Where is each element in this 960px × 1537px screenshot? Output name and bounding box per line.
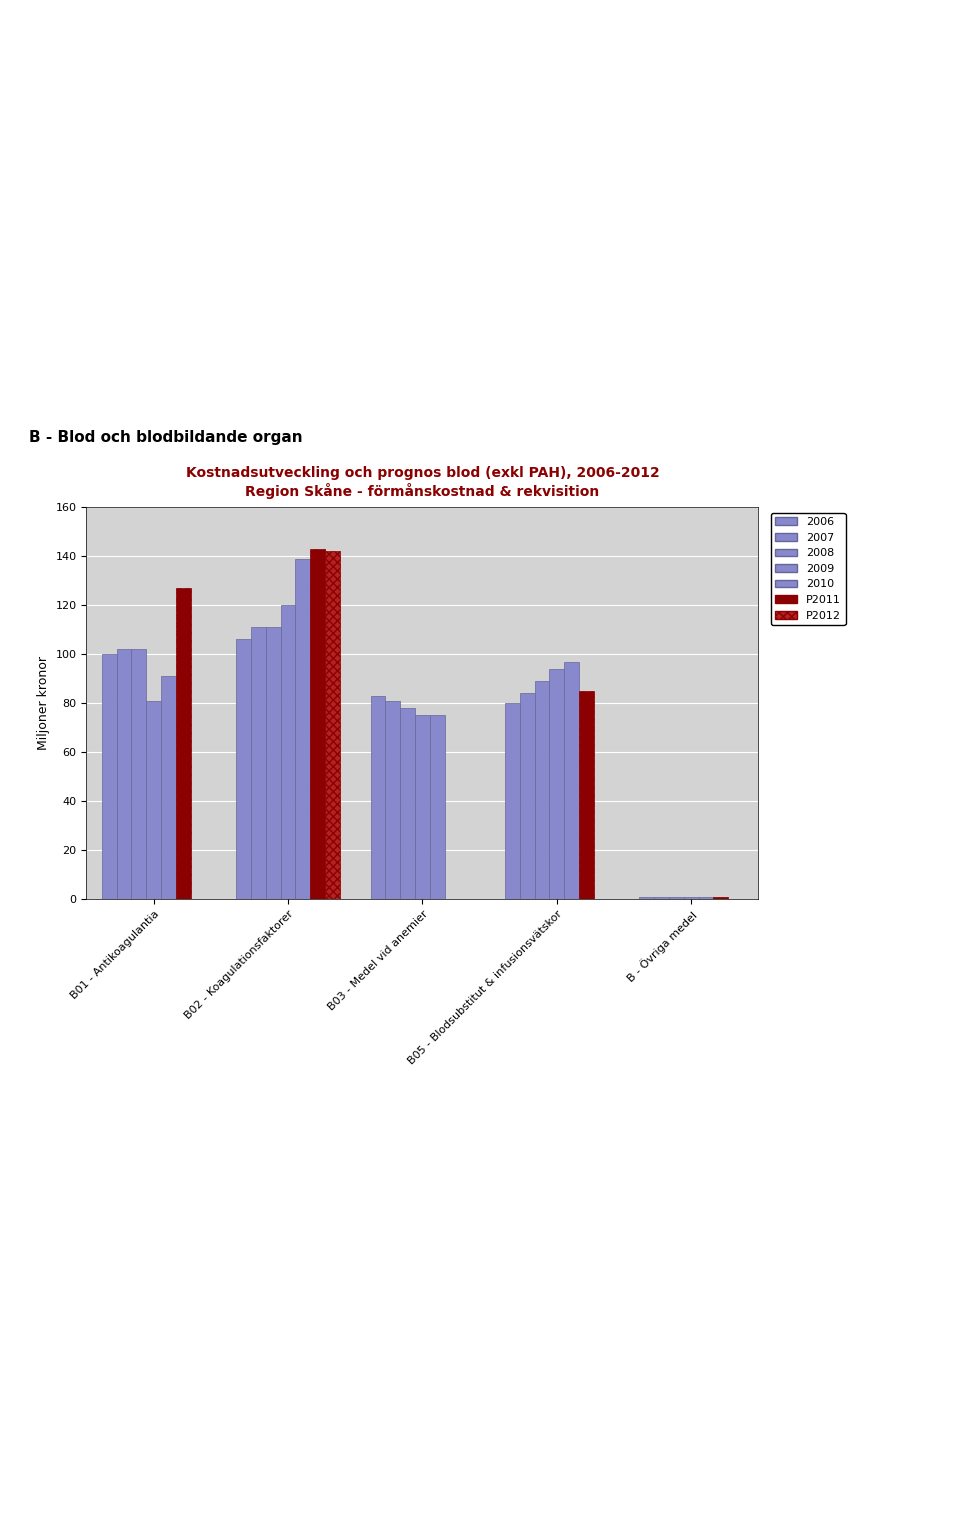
- Bar: [639, 896, 655, 899]
- Bar: [102, 655, 116, 899]
- Bar: [266, 627, 280, 899]
- Y-axis label: Miljoner kronor: Miljoner kronor: [37, 656, 50, 750]
- Bar: [146, 701, 161, 899]
- Bar: [535, 681, 549, 899]
- Bar: [116, 649, 132, 899]
- Title: Kostnadsutveckling och prognos blod (exkl PAH), 2006-2012
Region Skåne - förmåns: Kostnadsutveckling och prognos blod (exk…: [185, 467, 660, 500]
- Text: B - Blod och blodbildande organ: B - Blod och blodbildande organ: [29, 430, 302, 446]
- Bar: [655, 896, 669, 899]
- Bar: [549, 669, 564, 899]
- Bar: [713, 896, 728, 899]
- Bar: [310, 549, 324, 899]
- Bar: [386, 701, 400, 899]
- Bar: [252, 627, 266, 899]
- Bar: [236, 639, 252, 899]
- Bar: [564, 661, 579, 899]
- Bar: [400, 709, 415, 899]
- Bar: [505, 704, 520, 899]
- Bar: [669, 896, 684, 899]
- Bar: [519, 693, 535, 899]
- Bar: [176, 589, 190, 899]
- Bar: [579, 692, 593, 899]
- Legend: 2006, 2007, 2008, 2009, 2010, P2011, P2012: 2006, 2007, 2008, 2009, 2010, P2011, P20…: [771, 513, 846, 626]
- Bar: [280, 606, 296, 899]
- Bar: [296, 558, 310, 899]
- Bar: [684, 896, 699, 899]
- Bar: [161, 676, 176, 899]
- Bar: [132, 649, 146, 899]
- Bar: [371, 696, 385, 899]
- Bar: [324, 552, 340, 899]
- Bar: [430, 715, 444, 899]
- Bar: [699, 896, 713, 899]
- Bar: [415, 715, 430, 899]
